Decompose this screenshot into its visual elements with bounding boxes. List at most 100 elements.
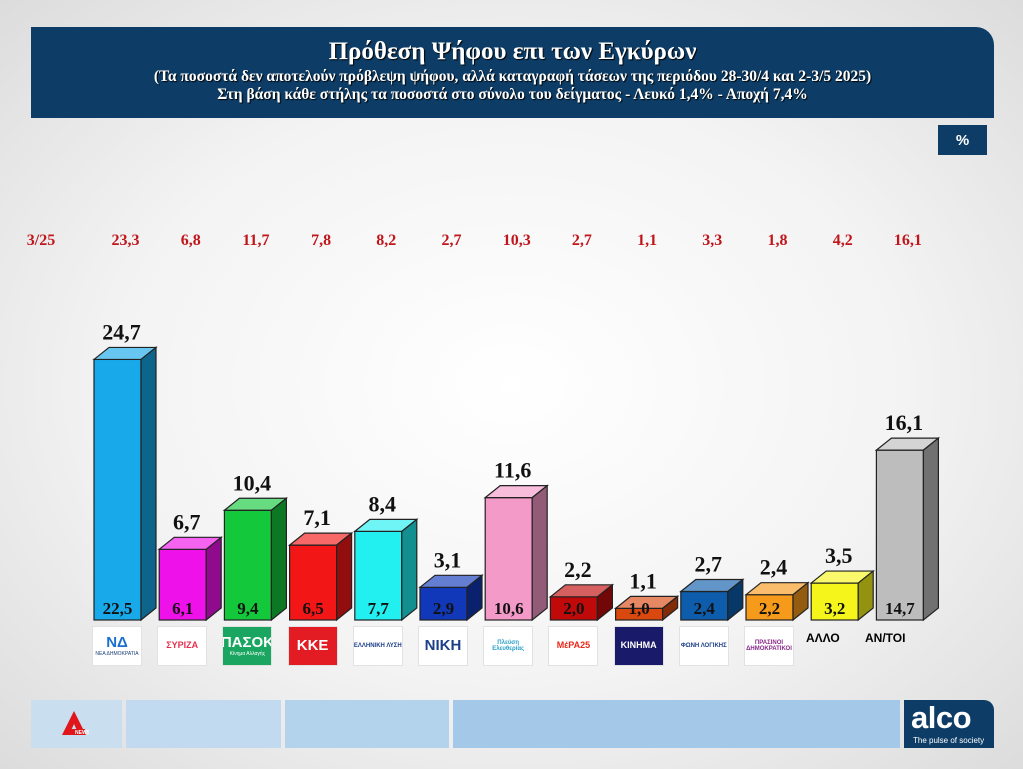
elliniki-lysi-logo: ΕΛΛΗΝΙΚΗ ΛΥΣΗ: [352, 626, 403, 666]
bar-base-label: 9,4: [237, 599, 259, 618]
bar-side: [140, 346, 157, 622]
bar-side: [466, 574, 483, 622]
bar-base-label: 7,7: [368, 599, 390, 618]
party-logo-text: ΝΔ: [106, 634, 128, 652]
party-logo-text: ΝΙΚΗ: [424, 637, 462, 655]
foni-logikis-logo: ΦΩΝΗ ΛΟΓΙΚΗΣ: [678, 626, 729, 666]
bar-base-label: 10,6: [494, 599, 524, 618]
bar-side: [336, 531, 353, 622]
party-logo-subtext: ΝΕΑ ΔΗΜΟΚΡΑΤΙΑ: [95, 650, 139, 657]
bar-side: [792, 581, 809, 622]
bar-base-label: 22,5: [103, 599, 133, 618]
svg-text:NEWS: NEWS: [75, 730, 89, 736]
bar-value-label: 1,1: [629, 568, 657, 593]
prev-value-label: 2,7: [572, 232, 592, 249]
bar-value-label: 7,1: [303, 505, 331, 530]
party-logo-text: Πλεύση Ελευθερίας: [492, 639, 525, 652]
prev-period-label: 3/25: [27, 232, 55, 249]
bar-base-label: 1,0: [628, 599, 649, 618]
bar-base-label: 3,2: [824, 599, 845, 618]
bar-side: [922, 436, 940, 622]
bar-base-label: 2,0: [563, 599, 584, 618]
prev-value-label: 16,1: [894, 232, 922, 249]
footer-strip-3: [453, 700, 900, 748]
footer-strip-1: [126, 700, 281, 748]
bar-side: [205, 536, 222, 622]
bar-front: [354, 530, 403, 621]
chart-note: Στη βάση κάθε στήλης τα ποσοστά στο σύνο…: [217, 86, 808, 103]
chart-subtitle: (Τα ποσοστά δεν αποτελούν πρόβλεψη ψήφου…: [153, 68, 872, 85]
bar-side: [401, 518, 418, 622]
prev-value-label: 23,3: [112, 232, 140, 249]
bar-front: [289, 544, 338, 621]
unit-badge: %: [938, 125, 987, 155]
bar-side: [531, 484, 548, 622]
party-logo-text: ΚΙΝΗΜΑ: [620, 640, 657, 651]
party-logo-text: ΜέΡΑ25: [556, 640, 591, 651]
kke-logo: ΚΚΕ: [287, 626, 338, 666]
alco-tagline: The pulse of society: [913, 736, 985, 745]
footer-strip-2: [285, 700, 449, 748]
prev-value-label: 4,2: [833, 232, 853, 249]
bar-value-label: 24,7: [102, 319, 141, 344]
chart-header: Πρόθεση Ψήφου επι των Εγκύρων (Τα ποσοστ…: [31, 27, 994, 118]
syriza-logo: ΣΥΡΙΖΑ: [157, 626, 208, 666]
bar-value-label: 11,6: [494, 458, 531, 483]
bar-front: [223, 509, 272, 621]
bar-side: [270, 497, 287, 622]
bar-value-label: 3,1: [434, 547, 462, 572]
bar-side: [857, 569, 874, 622]
mera25-logo: ΜέΡΑ25: [548, 626, 599, 666]
party-logo-text: ΕΛΛΗΝΙΚΗ ΛΥΣΗ: [353, 642, 402, 649]
nd-logo: ΝΔ ΝΕΑ ΔΗΜΟΚΡΑΤΙΑ: [92, 626, 142, 666]
bar-side: [727, 578, 744, 622]
bar-base-label: 2,4: [694, 599, 716, 618]
party-logo-text: ΚΚΕ: [296, 637, 329, 655]
bar-value-label: 3,5: [825, 543, 853, 568]
bar-value-label: 2,2: [564, 557, 592, 582]
prev-value-label: 1,8: [768, 232, 788, 249]
prev-value-label: 8,2: [376, 232, 396, 249]
other-label: ΑΛΛΟ: [806, 631, 840, 645]
bar-base-label: 14,7: [885, 599, 915, 618]
bar-value-label: 10,4: [233, 470, 272, 495]
pasok-logo: ΠΑΣΟΚ Κίνημα Αλλαγής: [222, 626, 273, 666]
bar-chart: 3/25 24,7 22,5 23,3 6,7 6,1 6,8 10,4 9,4 11,7 7,1 6…: [27, 232, 941, 622]
bar-base-label: 2,2: [759, 599, 780, 618]
bar-front: [875, 449, 925, 621]
alco-logo: alco The pulse of society: [904, 700, 994, 748]
party-logo-text: ΣΥΡΙΖΑ: [166, 640, 199, 651]
news-logo-box: NEWS: [31, 700, 122, 748]
alco-brand: alco: [911, 700, 972, 735]
party-logo-subtext: Κίνημα Αλλαγής: [229, 650, 266, 657]
alpha-news-logo: NEWS: [62, 711, 89, 736]
prev-value-label: 11,7: [242, 232, 269, 249]
prev-value-label: 2,7: [442, 232, 462, 249]
plefsi-logo: Πλεύση Ελευθερίας: [483, 626, 534, 666]
bar-base-label: 2,9: [433, 599, 454, 618]
bar-side: [661, 595, 679, 622]
party-logo-text: ΦΩΝΗ ΛΟΓΙΚΗΣ: [680, 642, 727, 649]
undecided-label: ΑΝ/ΤΟΙ: [865, 631, 906, 645]
bar-front: [93, 358, 142, 621]
chart-title: Πρόθεση Ψήφου επι των Εγκύρων: [328, 38, 697, 65]
bar-base-label: 6,1: [172, 599, 193, 618]
prev-value-label: 3,3: [702, 232, 722, 249]
prev-value-label: 6,8: [181, 232, 201, 249]
niki-logo: ΝΙΚΗ: [418, 626, 468, 666]
party-logo-text: ΠΑΣΟΚ: [222, 634, 273, 652]
bar-value-label: 2,4: [760, 555, 788, 580]
kinima-logo: ΚΙΝΗΜΑ: [613, 626, 664, 666]
bar-front: [484, 497, 533, 621]
prasinoi-logo: ΠΡΑΣΙΝΟΙ ΔΗΜΟΚΡΑΤΙΚΟΙ: [744, 626, 794, 666]
bar-side: [596, 583, 614, 622]
bar-value-label: 8,4: [369, 491, 397, 516]
bar-value-label: 6,7: [173, 509, 201, 534]
party-logo-text: ΠΡΑΣΙΝΟΙ ΔΗΜΟΚΡΑΤΙΚΟΙ: [746, 639, 792, 652]
prev-value-label: 1,1: [637, 232, 657, 249]
bar-value-label: 16,1: [885, 410, 924, 435]
bar-value-label: 2,7: [695, 552, 723, 577]
bar-base-label: 6,5: [302, 599, 323, 618]
bar-front: [419, 586, 468, 621]
prev-value-label: 7,8: [311, 232, 331, 249]
